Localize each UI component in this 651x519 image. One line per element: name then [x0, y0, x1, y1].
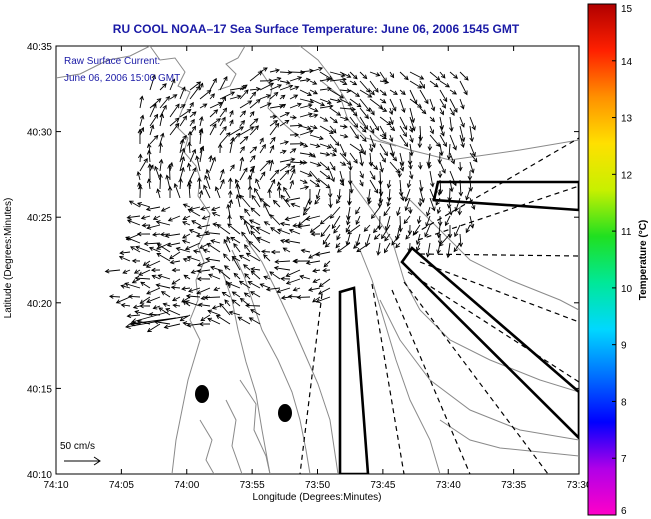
y-axis-title: Latitude (Degrees:Minutes)	[3, 198, 14, 319]
x-tick-label: 73:45	[370, 480, 395, 491]
axis-ticks	[55, 45, 580, 475]
colorbar-tick-label: 14	[621, 57, 633, 68]
x-tick-label: 73:40	[436, 480, 461, 491]
y-tick-label: 40:35	[27, 42, 52, 53]
colorbar	[587, 3, 617, 516]
radar-boxes	[338, 180, 579, 474]
colorbar-tick-label: 8	[621, 397, 627, 408]
colorbar-tick-label: 7	[621, 454, 627, 465]
radar-box-northeast	[432, 180, 579, 212]
current-vector-field	[104, 66, 478, 333]
station-marker-east	[278, 404, 292, 422]
plot-content	[56, 46, 579, 474]
radar-beam-lines	[299, 137, 579, 474]
x-axis-title: Longitude (Degrees:Minutes)	[253, 492, 382, 503]
scale-label: 50 cm/s	[60, 441, 95, 452]
colorbar-tick-label: 9	[621, 341, 627, 352]
station-marker-west	[195, 385, 209, 403]
colorbar-tick-label: 10	[621, 284, 633, 295]
current-label-line1: Raw Surface Current:	[64, 56, 160, 67]
x-tick-label: 73:35	[501, 480, 526, 491]
colorbar-tick-label: 11	[621, 227, 632, 238]
x-tick-label: 74:05	[109, 480, 134, 491]
map-title: RU COOL NOAA–17 Sea Surface Temperature:…	[113, 22, 520, 36]
colorbar-title: Temperature (°C)	[638, 220, 649, 301]
y-tick-label: 40:10	[27, 470, 52, 481]
colorbar-tick-label: 12	[621, 170, 633, 181]
y-tick-label: 40:20	[27, 299, 52, 310]
colorbar-tick-label: 15	[621, 4, 633, 15]
colorbar-tick-label: 13	[621, 114, 633, 125]
radar-box-east	[400, 246, 579, 440]
current-label-line2: June 06, 2006 15:00 GMT	[64, 73, 180, 84]
axis-tick-labels: 74:10 74:05 74:00 73:55 73:50 73:45 73:40 73:35…	[27, 42, 592, 491]
x-tick-label: 74:10	[43, 480, 68, 491]
radar-box-south	[338, 286, 370, 474]
colorbar-ticks: 15 14 13 12 11 10 9 8 7 6	[612, 3, 633, 517]
y-tick-label: 40:15	[27, 384, 52, 395]
x-tick-label: 73:55	[240, 480, 265, 491]
scale-arrow	[64, 456, 101, 466]
colorbar-tick-label: 6	[621, 506, 627, 517]
x-tick-label: 74:00	[174, 480, 199, 491]
x-tick-label: 73:30	[566, 480, 591, 491]
y-tick-label: 40:25	[27, 213, 52, 224]
x-tick-label: 73:50	[305, 480, 330, 491]
y-tick-label: 40:30	[27, 128, 52, 139]
